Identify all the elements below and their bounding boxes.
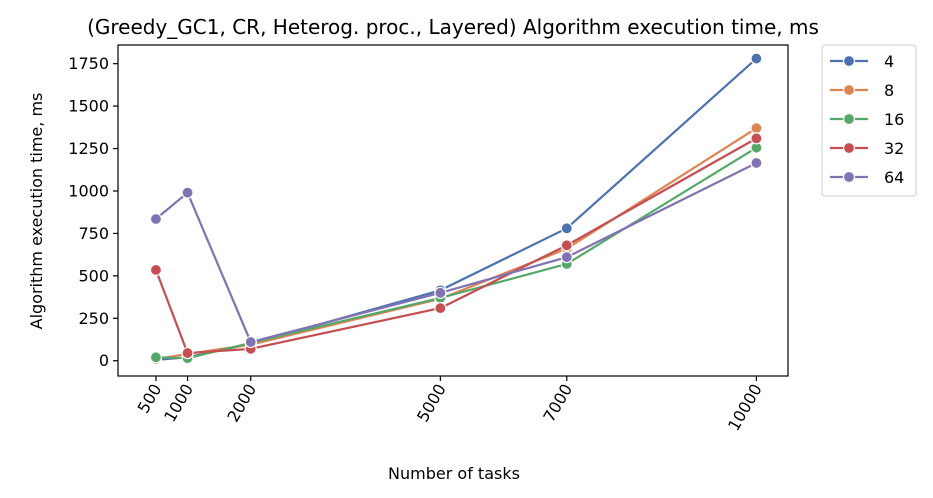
series-line-4 [155,57,758,361]
data-point [149,263,163,277]
y-axis: 0 250 500 750 1000 1250 1500 1750 [68,54,118,370]
data-point [750,132,763,145]
legend-label: 4 [884,52,894,71]
series-layer [149,52,763,366]
y-tick-label: 1750 [68,54,109,73]
series-16 [149,141,763,365]
data-point [149,351,163,364]
y-tick-label: 750 [78,224,109,243]
data-point [149,212,163,226]
data-point [244,335,257,349]
data-point [181,186,194,199]
y-tick-label: 1000 [68,181,109,200]
data-point [560,222,573,235]
series-line-32 [154,137,757,355]
legend-marker [842,112,856,126]
data-point [434,286,447,299]
series-32 [149,132,763,360]
series-line-8 [155,127,757,361]
data-point [750,156,763,170]
series-line-64 [155,161,757,344]
y-tick-label: 1500 [68,97,109,116]
x-tick-label: 500 [134,381,166,417]
series-4 [149,52,763,366]
data-point [560,251,573,264]
x-axis-label: Number of tasks [388,464,520,483]
legend-item-8: 8 [830,81,894,100]
legend-marker [842,83,856,97]
legend-item-16: 16 [830,110,904,129]
data-point [750,52,763,65]
x-tick-label: 5000 [413,381,450,426]
y-tick-label: 250 [78,309,109,328]
data-point [181,346,194,360]
legend-marker [842,170,856,184]
legend-label: 8 [884,81,894,100]
legend-label: 32 [884,139,904,158]
x-tick-label: 1000 [160,381,197,426]
data-point [560,239,573,252]
x-tick-label: 10000 [724,381,766,435]
y-tick-label: 500 [78,266,109,285]
legend-label: 16 [884,110,904,129]
legend-box [821,44,917,197]
data-point [434,302,447,315]
series-64 [149,156,763,349]
legend-marker [842,141,856,155]
y-tick-label: 0 [99,351,109,370]
legend-label: 64 [884,168,904,187]
series-line-16 [155,146,757,360]
data-point [750,122,763,135]
legend-item-32: 32 [830,139,904,158]
y-tick-label: 1250 [68,139,109,158]
x-tick-label: 2000 [223,381,260,426]
x-tick-label: 7000 [539,381,576,426]
plot-area [117,44,789,377]
legend-item-4: 4 [830,52,894,71]
series-8 [149,122,763,366]
legend-item-64: 64 [830,168,904,187]
chart-title: (Greedy_GC1, CR, Heterog. proc., Layered… [87,15,819,39]
y-axis-label: Algorithm execution time, ms [27,93,46,330]
legend: 4 8 16 32 64 [821,44,917,197]
legend-marker [842,54,856,68]
